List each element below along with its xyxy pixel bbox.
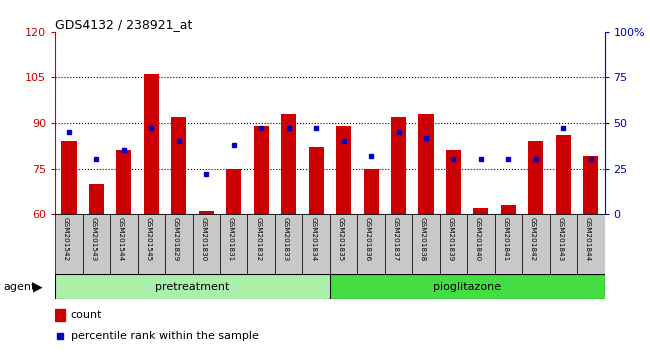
- Text: GSM201830: GSM201830: [200, 217, 206, 261]
- Bar: [385, 214, 412, 274]
- Bar: [309, 147, 324, 214]
- Bar: [62, 141, 77, 214]
- Bar: [275, 214, 302, 274]
- Text: GSM201840: GSM201840: [475, 217, 481, 261]
- Bar: [248, 214, 275, 274]
- Bar: [583, 156, 598, 214]
- Bar: [330, 214, 358, 274]
- Text: GSM201832: GSM201832: [255, 217, 261, 261]
- Text: GSM201542: GSM201542: [63, 217, 69, 261]
- Text: GSM201843: GSM201843: [557, 217, 564, 261]
- Bar: [138, 214, 165, 274]
- Text: GSM201833: GSM201833: [283, 217, 289, 261]
- Text: GDS4132 / 238921_at: GDS4132 / 238921_at: [55, 18, 192, 31]
- Text: ▶: ▶: [32, 280, 42, 293]
- Bar: [467, 214, 495, 274]
- Bar: [254, 126, 268, 214]
- Bar: [83, 214, 110, 274]
- Bar: [495, 214, 522, 274]
- Bar: [391, 117, 406, 214]
- Bar: [302, 214, 330, 274]
- Bar: [501, 205, 516, 214]
- Text: GSM201834: GSM201834: [310, 217, 316, 261]
- Text: GSM201545: GSM201545: [146, 217, 151, 261]
- Text: GSM201844: GSM201844: [585, 217, 591, 261]
- Bar: [226, 169, 241, 214]
- Text: pretreatment: pretreatment: [155, 282, 229, 292]
- Bar: [358, 214, 385, 274]
- Text: count: count: [71, 310, 102, 320]
- Text: GSM201831: GSM201831: [227, 217, 234, 261]
- Text: GSM201839: GSM201839: [447, 217, 454, 261]
- Bar: [220, 214, 248, 274]
- Bar: [528, 141, 543, 214]
- Text: GSM201837: GSM201837: [393, 217, 398, 261]
- Bar: [281, 114, 296, 214]
- Bar: [412, 214, 439, 274]
- Bar: [522, 214, 550, 274]
- Bar: [89, 184, 104, 214]
- Bar: [556, 135, 571, 214]
- Bar: [199, 211, 214, 214]
- Text: GSM201836: GSM201836: [365, 217, 371, 261]
- Bar: [172, 117, 187, 214]
- Bar: [116, 150, 131, 214]
- Bar: [363, 169, 378, 214]
- Bar: [165, 214, 192, 274]
- Bar: [55, 309, 65, 321]
- Text: GSM201829: GSM201829: [173, 217, 179, 261]
- Bar: [55, 214, 83, 274]
- Bar: [144, 74, 159, 214]
- Text: percentile rank within the sample: percentile rank within the sample: [71, 331, 259, 341]
- Bar: [473, 208, 488, 214]
- Bar: [111, 214, 138, 274]
- Text: pioglitazone: pioglitazone: [433, 282, 501, 292]
- Bar: [330, 274, 604, 299]
- Text: GSM201543: GSM201543: [90, 217, 96, 261]
- Bar: [55, 274, 330, 299]
- Bar: [577, 214, 605, 274]
- Bar: [446, 150, 461, 214]
- Bar: [192, 214, 220, 274]
- Text: GSM201841: GSM201841: [502, 217, 508, 261]
- Bar: [419, 114, 434, 214]
- Text: GSM201838: GSM201838: [420, 217, 426, 261]
- Text: GSM201842: GSM201842: [530, 217, 536, 261]
- Text: agent: agent: [3, 282, 36, 292]
- Bar: [550, 214, 577, 274]
- Bar: [439, 214, 467, 274]
- Text: GSM201544: GSM201544: [118, 217, 124, 261]
- Text: GSM201835: GSM201835: [337, 217, 344, 261]
- Bar: [336, 126, 351, 214]
